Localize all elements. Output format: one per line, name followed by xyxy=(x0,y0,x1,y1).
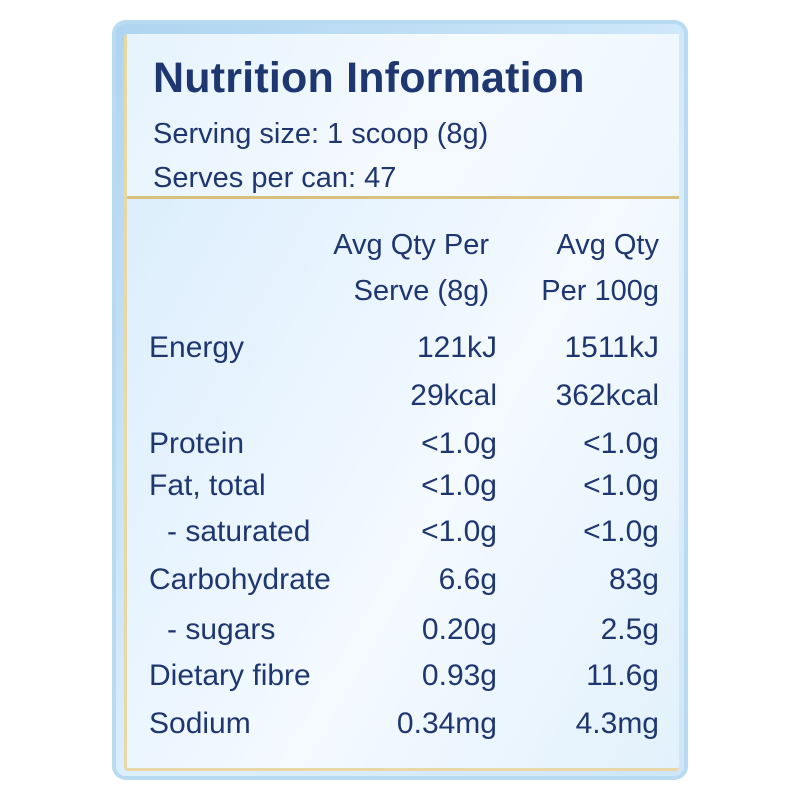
value-per-serve: <1.0g xyxy=(421,469,497,502)
row-label: Fat, total xyxy=(149,469,266,502)
value-per-100g: 362kcal xyxy=(555,379,659,412)
value-per-100g: 83g xyxy=(608,563,659,596)
nutrition-header: Nutrition Information Serving size: 1 sc… xyxy=(127,34,679,199)
row-label: - saturated xyxy=(167,515,311,548)
value-per-serve: 6.6g xyxy=(438,563,497,596)
page-title: Nutrition Information xyxy=(153,54,585,102)
serves-per-can: Serves per can: 47 xyxy=(153,162,397,194)
row-label: Energy xyxy=(149,331,245,364)
value-per-serve: 0.20g xyxy=(421,613,497,646)
value-per-100g: 1511kJ xyxy=(564,331,659,364)
column-header-per-serve: Avg Qty Per Serve (8g) xyxy=(333,222,489,314)
value-per-serve: 0.93g xyxy=(421,659,497,692)
value-per-serve: <1.0g xyxy=(421,515,497,548)
value-per-100g: <1.0g xyxy=(583,469,659,502)
value-per-serve: 121kJ xyxy=(416,331,497,364)
column-header-per-100g: Avg Qty Per 100g xyxy=(541,222,659,314)
column-header-line: Avg Qty xyxy=(556,229,659,261)
value-per-100g: <1.0g xyxy=(583,515,659,548)
value-per-100g: 11.6g xyxy=(586,659,659,692)
row-label: Sodium xyxy=(149,707,251,740)
serving-size: Serving size: 1 scoop (8g) xyxy=(153,118,489,150)
value-per-serve: 29kcal xyxy=(410,379,497,412)
value-per-100g: 4.3mg xyxy=(575,707,659,740)
nutrition-panel: Nutrition Information Serving size: 1 sc… xyxy=(112,20,688,780)
row-label: Carbohydrate xyxy=(149,563,331,596)
nutrition-table: Nutrition Information Serving size: 1 sc… xyxy=(124,34,679,771)
column-header-line: Avg Qty Per xyxy=(333,229,489,261)
value-per-100g: <1.0g xyxy=(583,427,659,460)
value-per-serve: <1.0g xyxy=(421,427,497,460)
row-label: Protein xyxy=(149,427,245,460)
row-label: - sugars xyxy=(167,613,276,646)
column-header-line: Serve (8g) xyxy=(353,275,489,307)
row-label: Dietary fibre xyxy=(149,659,311,692)
value-per-100g: 2.5g xyxy=(600,613,659,646)
column-header-line: Per 100g xyxy=(541,275,659,307)
value-per-serve: 0.34mg xyxy=(396,707,497,740)
